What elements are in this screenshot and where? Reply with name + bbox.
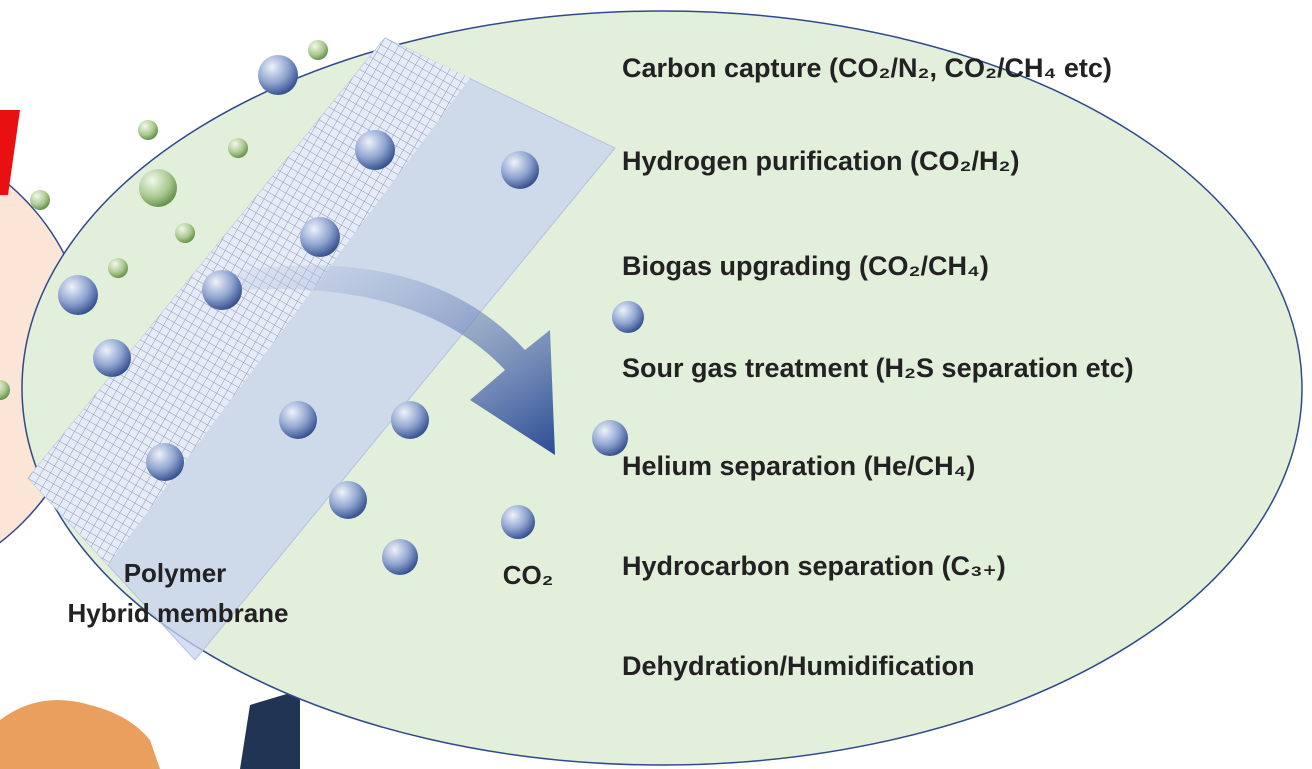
molecule (329, 481, 367, 519)
hand (0, 700, 160, 769)
molecule (501, 505, 535, 539)
application-item: Hydrocarbon separation (C₃₊) (622, 551, 1006, 581)
molecule (30, 190, 50, 210)
molecule (138, 120, 158, 140)
application-item: Sour gas treatment (H₂S separation etc) (622, 353, 1134, 383)
molecule (612, 301, 644, 333)
molecule (355, 130, 395, 170)
molecule (175, 223, 195, 243)
molecule (228, 138, 248, 158)
molecule (501, 151, 539, 189)
diagram: Polymer Hybrid membrane CO₂ Carbon captu… (0, 0, 1312, 769)
gas-label: CO₂ (503, 560, 554, 590)
sleeve (240, 690, 300, 769)
molecule (93, 339, 131, 377)
molecule (146, 443, 184, 481)
molecule (202, 270, 242, 310)
molecule (58, 275, 98, 315)
molecule (300, 217, 340, 257)
molecule (279, 401, 317, 439)
molecule (139, 169, 177, 207)
application-item: Helium separation (He/CH₄) (622, 451, 975, 481)
application-item: Carbon capture (CO₂/N₂, CO₂/CH₄ etc) (622, 53, 1112, 83)
application-item: Hydrogen purification (CO₂/H₂) (622, 146, 1020, 176)
molecule (308, 40, 328, 60)
molecule (382, 539, 418, 575)
application-item: Biogas upgrading (CO₂/CH₄) (622, 251, 989, 281)
membrane-label: Polymer (124, 558, 227, 588)
application-item: Dehydration/Humidification (622, 651, 975, 681)
molecule (258, 55, 298, 95)
membrane-label: Hybrid membrane (67, 598, 288, 628)
molecule (108, 258, 128, 278)
red-mark (0, 110, 20, 195)
molecule (391, 401, 429, 439)
